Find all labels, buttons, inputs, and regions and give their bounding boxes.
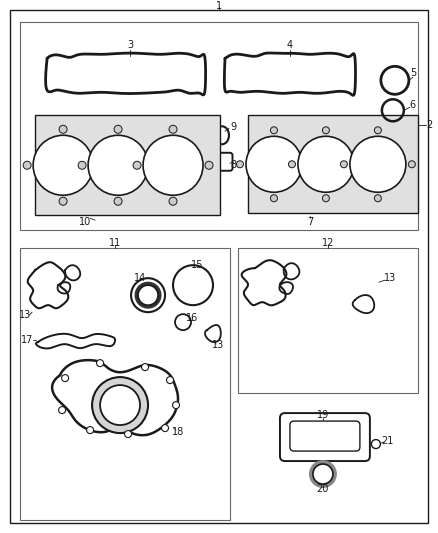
Circle shape [131, 278, 165, 312]
Circle shape [78, 161, 86, 169]
Text: 6: 6 [410, 100, 416, 110]
Bar [20, 22, 418, 230]
Circle shape [237, 161, 244, 168]
Circle shape [166, 377, 173, 384]
Circle shape [87, 426, 94, 433]
Text: 19: 19 [317, 410, 329, 420]
Circle shape [322, 195, 329, 201]
Text: 13: 13 [19, 310, 31, 320]
Circle shape [357, 161, 364, 168]
Circle shape [270, 195, 277, 201]
Circle shape [23, 161, 31, 169]
Circle shape [59, 197, 67, 205]
Text: 8: 8 [230, 160, 236, 170]
Text: 18: 18 [172, 427, 184, 437]
Circle shape [92, 377, 148, 433]
Text: 13: 13 [384, 273, 396, 283]
Circle shape [97, 360, 103, 367]
Circle shape [298, 136, 354, 192]
Circle shape [141, 364, 148, 370]
Circle shape [138, 285, 158, 305]
Circle shape [59, 407, 66, 414]
Circle shape [114, 125, 122, 133]
Circle shape [408, 161, 415, 168]
Circle shape [304, 161, 311, 168]
Circle shape [340, 161, 347, 168]
Text: 21: 21 [381, 436, 394, 446]
Circle shape [150, 161, 158, 169]
Text: 14: 14 [134, 273, 146, 283]
Circle shape [124, 431, 131, 438]
Circle shape [169, 125, 177, 133]
Circle shape [169, 197, 177, 205]
Circle shape [95, 161, 103, 169]
Circle shape [270, 127, 277, 134]
Text: 9: 9 [230, 122, 236, 132]
Circle shape [374, 127, 381, 134]
Circle shape [205, 161, 213, 169]
Circle shape [138, 285, 158, 305]
Circle shape [173, 265, 213, 305]
Text: 3: 3 [127, 41, 133, 50]
Circle shape [62, 375, 69, 382]
Text: 17: 17 [21, 335, 33, 345]
Text: 12: 12 [322, 238, 334, 248]
Circle shape [322, 127, 329, 134]
Circle shape [313, 464, 333, 484]
Text: 13: 13 [212, 340, 224, 350]
Circle shape [350, 136, 406, 192]
Bar [35, 115, 220, 215]
Circle shape [133, 161, 141, 169]
Circle shape [309, 460, 337, 488]
Circle shape [143, 135, 203, 195]
Text: 2: 2 [427, 120, 433, 130]
Circle shape [374, 195, 381, 201]
Circle shape [289, 161, 296, 168]
Bar [238, 248, 418, 393]
Circle shape [88, 135, 148, 195]
Text: 16: 16 [186, 313, 198, 323]
Circle shape [134, 281, 162, 309]
Text: 10: 10 [79, 217, 91, 227]
Text: 15: 15 [191, 260, 203, 270]
Circle shape [100, 385, 140, 425]
Circle shape [33, 135, 93, 195]
Text: 1: 1 [216, 2, 222, 11]
Circle shape [114, 197, 122, 205]
Bar [20, 248, 230, 520]
Text: 20: 20 [317, 484, 329, 494]
Circle shape [175, 314, 191, 330]
Text: 11: 11 [109, 238, 121, 248]
Circle shape [173, 401, 180, 409]
Circle shape [371, 440, 380, 449]
Bar [248, 115, 418, 213]
Text: 5: 5 [410, 68, 416, 78]
Text: 7: 7 [307, 217, 313, 227]
Text: 4: 4 [287, 41, 293, 50]
Circle shape [59, 125, 67, 133]
Circle shape [162, 425, 169, 432]
Circle shape [246, 136, 302, 192]
